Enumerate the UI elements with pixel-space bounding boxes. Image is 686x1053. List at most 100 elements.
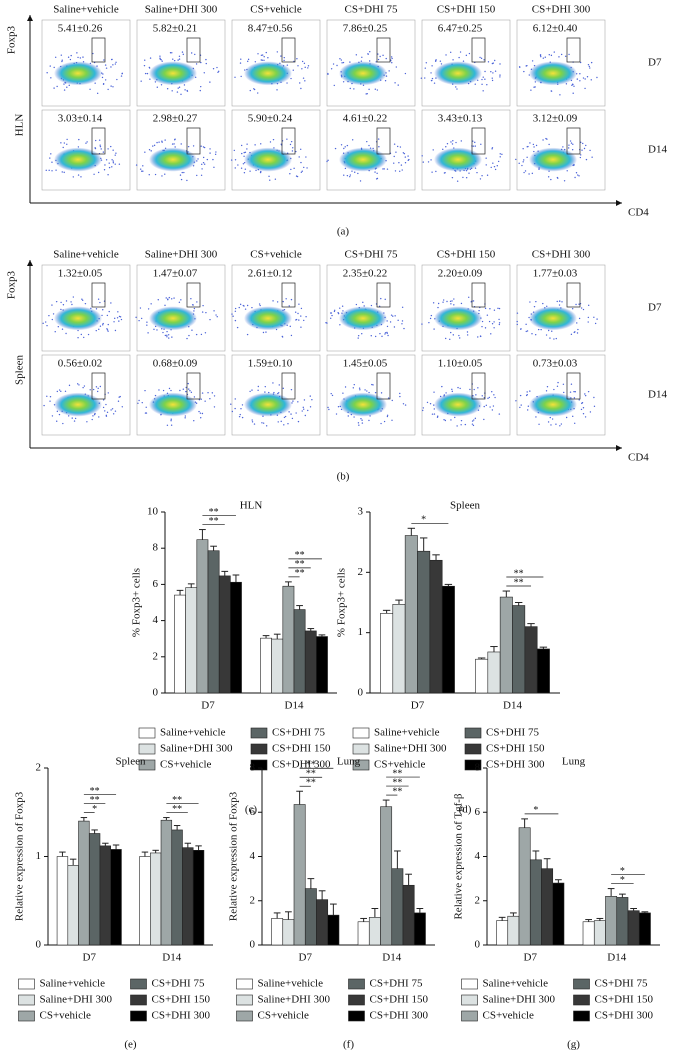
event-dot: [280, 143, 282, 145]
event-dot: [147, 308, 150, 310]
event-dot: [424, 77, 426, 79]
plot-frame: [421, 19, 511, 107]
y-tick-label: 0: [36, 939, 42, 951]
event-dot: [55, 300, 58, 303]
event-dot: [110, 409, 112, 411]
legend-swatch: [18, 994, 35, 1006]
bar: [499, 596, 513, 694]
bar: [429, 559, 443, 694]
event-dot: [482, 76, 484, 78]
gate: [376, 282, 391, 308]
gate: [281, 282, 296, 308]
event-dot: [92, 388, 95, 391]
event-dot: [464, 423, 467, 426]
event-dot: [309, 406, 312, 408]
event-dot: [246, 143, 248, 145]
legend-swatch: [130, 978, 147, 990]
event-dot: [531, 172, 534, 175]
event-dot: [98, 139, 101, 141]
event-dot: [173, 297, 175, 299]
event-dot: [572, 143, 574, 146]
event-dot: [108, 166, 111, 169]
event-dot: [562, 146, 564, 148]
event-dot: [542, 57, 545, 59]
event-dot: [104, 164, 106, 166]
y-tick-label: 6: [475, 806, 481, 818]
event-dot: [111, 166, 113, 168]
event-density: [339, 392, 387, 417]
event-dot: [177, 59, 179, 61]
event-dot: [62, 422, 64, 425]
event-dot: [263, 56, 265, 58]
event-dot: [200, 61, 202, 64]
plot-frame: [41, 264, 131, 352]
event-dot: [51, 170, 53, 172]
event-dot: [540, 55, 542, 58]
event-dot: [573, 397, 576, 399]
event-dot: [186, 179, 188, 182]
x-tick-label: D14: [285, 700, 304, 712]
bar: [507, 915, 520, 946]
event-dot: [390, 60, 392, 62]
bar: [160, 819, 173, 946]
event-dot: [339, 307, 341, 309]
event-dot: [483, 405, 485, 408]
gate: [471, 37, 486, 63]
event-dot: [359, 389, 361, 391]
bar: [293, 609, 306, 694]
event-dot: [273, 391, 275, 394]
event-dot: [182, 53, 184, 56]
event-dot: [450, 331, 452, 334]
event-dot: [331, 394, 334, 397]
event-dot: [371, 383, 373, 386]
event-dot: [550, 424, 552, 426]
event-dot: [264, 385, 266, 388]
event-dot: [339, 58, 341, 60]
event-dot: [584, 78, 586, 80]
event-dot: [108, 310, 110, 313]
event-dot: [187, 145, 190, 148]
event-dot: [377, 53, 379, 55]
event-dot: [152, 145, 154, 147]
event-dot: [569, 140, 572, 142]
event-dot: [102, 399, 105, 401]
event-dot: [286, 138, 288, 140]
x-tick-label: D7: [411, 700, 425, 712]
event-dot: [342, 61, 345, 64]
event-dot: [540, 328, 542, 331]
event-dot: [451, 388, 453, 391]
event-dot: [196, 301, 198, 303]
event-dot: [198, 399, 201, 401]
event-dot: [490, 333, 492, 335]
event-dot: [191, 304, 194, 306]
event-dot: [589, 67, 591, 69]
event-dot: [288, 305, 290, 307]
event-density: [339, 61, 387, 86]
event-dot: [205, 62, 207, 65]
event-dot: [479, 56, 481, 59]
day-label: D7: [648, 302, 662, 314]
bar: [404, 535, 418, 694]
event-dot: [84, 302, 87, 305]
event-dot: [138, 399, 140, 402]
event-dot: [491, 62, 494, 65]
legend-swatch: [461, 978, 478, 990]
event-dot: [436, 416, 439, 418]
event-dot: [102, 151, 105, 153]
event-dot: [393, 143, 396, 145]
event-dot: [272, 382, 274, 384]
event-dot: [339, 324, 341, 326]
event-dot: [61, 59, 63, 61]
y-axis-label: Foxp3: [6, 270, 18, 299]
event-dot: [360, 418, 362, 420]
event-dot: [283, 416, 286, 419]
event-dot: [473, 388, 475, 391]
chart-title: Spleen: [450, 500, 480, 512]
event-dot: [240, 58, 242, 60]
event-dot: [386, 332, 388, 334]
bar: [327, 914, 340, 946]
event-dot: [437, 302, 440, 305]
event-dot: [527, 405, 530, 407]
legend-swatch: [348, 1010, 365, 1022]
legend-label: Saline+DHI 300: [160, 743, 233, 755]
